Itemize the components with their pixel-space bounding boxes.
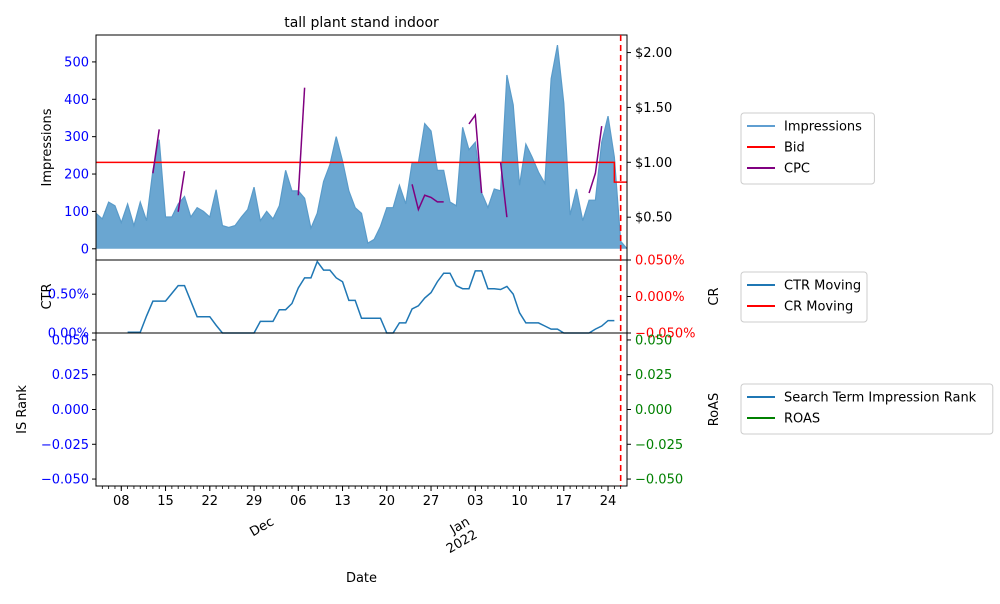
y2-tick-label: −0.050%: [635, 327, 695, 342]
x-tick-label: 10: [511, 494, 528, 509]
impressions-line: [95, 44, 628, 250]
x-tick-label: 17: [556, 494, 573, 509]
legend-box: [740, 383, 994, 435]
y2-tick-label: $1.00: [635, 156, 672, 171]
x-axis-label: Date: [346, 571, 377, 586]
y2-tick-label: 0.000%: [635, 290, 685, 305]
x-tick-label: 27: [423, 494, 440, 509]
y-tick-label: 0.050: [52, 333, 89, 348]
y2-tick-label: −0.050: [635, 473, 683, 488]
impressions-area: [96, 45, 627, 249]
y-tick-label: 100: [64, 205, 89, 220]
cpc-segment: [152, 129, 160, 174]
legend-label: Search Term Impression Rank: [784, 391, 977, 406]
legend-label: CTR Moving: [784, 279, 861, 294]
panel-frame: [95, 332, 628, 487]
y2-axis-label: RoAS: [707, 393, 722, 427]
y2-tick-label: 0.000: [635, 403, 672, 418]
y-tick-label: −0.050: [41, 473, 89, 488]
x-tick-label: 06: [290, 494, 307, 509]
y-tick-label: 0.00%: [48, 327, 89, 342]
legend-label: CR Moving: [784, 300, 853, 315]
y-tick-label: 0.50%: [48, 288, 89, 303]
y-tick-label: 0.000: [52, 403, 89, 418]
cpc-segment: [177, 170, 186, 212]
cpc-segment: [499, 162, 508, 218]
y-tick-label: −0.025: [41, 438, 89, 453]
legend-label: Impressions: [784, 120, 862, 135]
cpc-segment: [411, 184, 444, 212]
y2-tick-label: $1.50: [635, 101, 672, 116]
y-tick-label: 300: [64, 130, 89, 145]
y-tick-label: 0: [81, 242, 89, 257]
y-axis-label: IS Rank: [15, 385, 30, 434]
x-month-label-line: Dec: [247, 514, 276, 540]
x-month-label: Jan2022: [436, 514, 480, 557]
y2-tick-label: −0.025: [635, 438, 683, 453]
cpc-segment: [297, 87, 306, 196]
x-tick-label: 13: [334, 494, 351, 509]
panel-frame: [95, 259, 628, 334]
y2-tick-label: 0.050: [635, 333, 672, 348]
y2-tick-label: 0.025: [635, 368, 672, 383]
x-tick-label: 24: [600, 494, 617, 509]
legend-box: [740, 112, 875, 185]
x-tick-label: 29: [246, 494, 263, 509]
cpc-segment: [588, 126, 603, 194]
cpc-segment: [468, 113, 483, 194]
chart-title: tall plant stand indoor: [284, 15, 439, 31]
x-tick-label: 20: [379, 494, 396, 509]
y-tick-label: 0.025: [52, 368, 89, 383]
y-tick-label: 500: [64, 55, 89, 70]
x-tick-label: 22: [202, 494, 219, 509]
legend-label: Bid: [784, 141, 805, 156]
y2-tick-label: $2.00: [635, 46, 672, 61]
bid-line: [96, 161, 627, 183]
x-month-label: Dec: [247, 514, 276, 540]
x-tick-label: 03: [467, 494, 484, 509]
y-tick-label: 400: [64, 93, 89, 108]
y-axis-label: CTR: [40, 283, 55, 309]
y2-axis-label: CR: [707, 287, 722, 305]
y-axis-label: Impressions: [40, 108, 55, 186]
x-tick-label: 15: [157, 494, 174, 509]
x-tick-label: 08: [113, 494, 130, 509]
legend-label: CPC: [784, 162, 810, 177]
ctr-moving-line: [127, 260, 615, 334]
y2-tick-label: $0.50: [635, 211, 672, 226]
y-tick-label: 200: [64, 168, 89, 183]
y2-tick-label: 0.050%: [635, 254, 685, 269]
legend-label: ROAS: [784, 412, 820, 427]
